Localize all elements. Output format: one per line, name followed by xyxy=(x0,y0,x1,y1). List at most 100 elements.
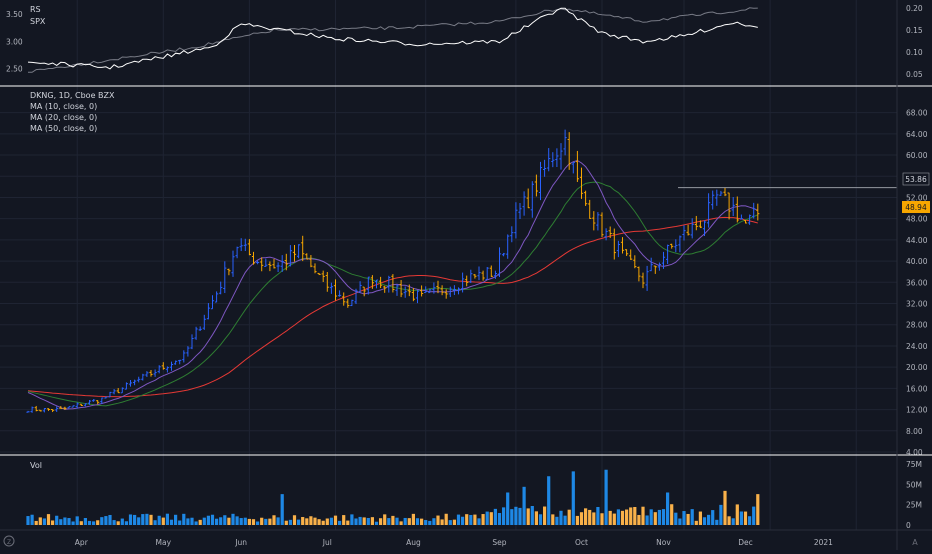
price-tick-label: 32.00 xyxy=(906,300,928,309)
volume-bar xyxy=(309,516,313,525)
ohlc-bar xyxy=(620,237,625,254)
ohlc-bar xyxy=(629,249,633,260)
volume-bar xyxy=(620,510,625,525)
ohlc-bar xyxy=(473,274,477,279)
level-price-label: 53.86 xyxy=(902,172,930,186)
ohlc-bar xyxy=(297,244,301,259)
ohlc-bar xyxy=(387,275,391,293)
volume-bar xyxy=(112,520,116,525)
ohlc-bar xyxy=(616,240,620,258)
volume-bar xyxy=(190,517,194,525)
rs-line[interactable] xyxy=(27,7,758,70)
rs-pane[interactable]: RS SPX 3.50 3.00 2.50 0.20 0.15 0.10 0.05 xyxy=(6,4,923,79)
price-legend-ma20[interactable]: MA (20, close, 0) xyxy=(30,113,97,122)
ohlc-bar xyxy=(67,406,71,409)
level-price-label-text: 53.86 xyxy=(905,175,927,184)
ohlc-bar xyxy=(411,288,415,302)
volume-bar xyxy=(292,515,297,525)
volume-bar xyxy=(391,515,395,525)
ohlc-bar xyxy=(292,245,297,262)
ohlc-bar xyxy=(280,255,284,272)
volume-bar xyxy=(469,514,473,525)
volume-bar xyxy=(321,520,325,525)
ohlc-bar xyxy=(641,272,645,289)
volume-bar xyxy=(79,521,83,525)
time-axis[interactable]: Apr May Jun Jul Aug Sep Oct Nov Dec 2021 xyxy=(75,538,833,547)
ohlc-bar xyxy=(342,292,346,306)
ohlc-bar xyxy=(543,159,547,177)
volume-bar xyxy=(235,516,239,525)
ohlc-bar xyxy=(174,360,178,365)
ohlc-bar xyxy=(350,299,354,307)
ohlc-bar xyxy=(251,251,256,265)
volume-bar xyxy=(719,504,723,525)
volume-bar xyxy=(489,512,493,525)
ohlc-bar xyxy=(518,202,522,219)
ohlc-bar xyxy=(34,405,38,412)
ohlc-bar xyxy=(157,365,161,374)
rs-right-axis: 0.20 0.15 0.10 0.05 xyxy=(906,4,923,79)
timezone-icon[interactable]: Z xyxy=(3,535,15,547)
auto-scale-button[interactable]: A xyxy=(912,538,918,547)
volume-bar xyxy=(333,515,338,525)
ohlc-bar xyxy=(526,188,530,209)
volume-bar xyxy=(686,513,690,525)
volume-bar xyxy=(440,519,444,525)
volume-bar xyxy=(227,517,231,525)
volume-bar xyxy=(124,521,128,525)
time-axis-label: Oct xyxy=(575,538,588,547)
price-legend-ma10[interactable]: MA (10, close, 0) xyxy=(30,102,97,111)
rs-right-tick-label: 0.15 xyxy=(906,26,923,35)
volume-bar xyxy=(133,514,137,525)
ohlc-bar xyxy=(522,191,526,216)
volume-bar xyxy=(194,521,198,525)
volume-bar xyxy=(71,521,75,525)
volume-pane[interactable]: Vol 75M 50M 25M 0 xyxy=(26,460,922,530)
volume-bar xyxy=(149,514,153,525)
ohlc-bar xyxy=(128,380,133,387)
ohlc-bar xyxy=(42,408,46,413)
volume-bar xyxy=(276,517,280,525)
volume-bar xyxy=(30,514,34,525)
price-tick-label: 16.00 xyxy=(906,384,928,393)
volume-bar xyxy=(682,511,686,525)
spx-line[interactable] xyxy=(28,7,758,73)
volume-bar xyxy=(305,518,309,525)
ohlc-bar xyxy=(403,286,407,298)
ohlc-bar xyxy=(481,270,485,281)
rs-right-tick-label: 0.20 xyxy=(906,4,923,13)
price-legend-symbol[interactable]: DKNG, 1D, Cboe BZX xyxy=(30,91,115,100)
volume-bar xyxy=(251,519,256,525)
volume-bar xyxy=(264,518,268,525)
volume-bar xyxy=(145,513,149,525)
ohlc-bar xyxy=(497,247,502,277)
volume-bar xyxy=(165,513,169,525)
ohlc-bar xyxy=(370,275,374,289)
volume-bar xyxy=(169,519,174,525)
price-pane[interactable]: DKNG, 1D, Cboe BZX MA (10, close, 0) MA … xyxy=(26,91,930,457)
volume-bar xyxy=(723,490,727,525)
rs-left-tick-label: 2.50 xyxy=(6,65,23,74)
volume-bar xyxy=(743,511,748,525)
ohlc-bar xyxy=(83,403,87,407)
last-price-label: 48.94 xyxy=(902,201,930,213)
ohlc-bar xyxy=(247,239,251,256)
volume-bar xyxy=(653,512,657,525)
ohlc-bar xyxy=(448,286,452,298)
ohlc-bar xyxy=(358,281,362,293)
price-axis[interactable]: 68.0064.0060.0056.0052.0048.0044.0040.00… xyxy=(906,109,928,457)
price-legend-ma50[interactable]: MA (50, close, 0) xyxy=(30,124,97,133)
ohlc-bar xyxy=(374,279,379,289)
ohlc-bar xyxy=(711,190,715,210)
volume-bar xyxy=(424,520,428,525)
ohlc-bar xyxy=(276,262,280,273)
ohlc-bar xyxy=(165,366,169,373)
ohlc-bar xyxy=(26,410,30,413)
ohlc-bar xyxy=(55,406,59,412)
ohlc-bar xyxy=(346,298,350,308)
volume-bar xyxy=(497,513,502,525)
ohlc-bar xyxy=(182,350,186,363)
volume-bar xyxy=(674,512,678,525)
volume-bar xyxy=(526,508,530,525)
